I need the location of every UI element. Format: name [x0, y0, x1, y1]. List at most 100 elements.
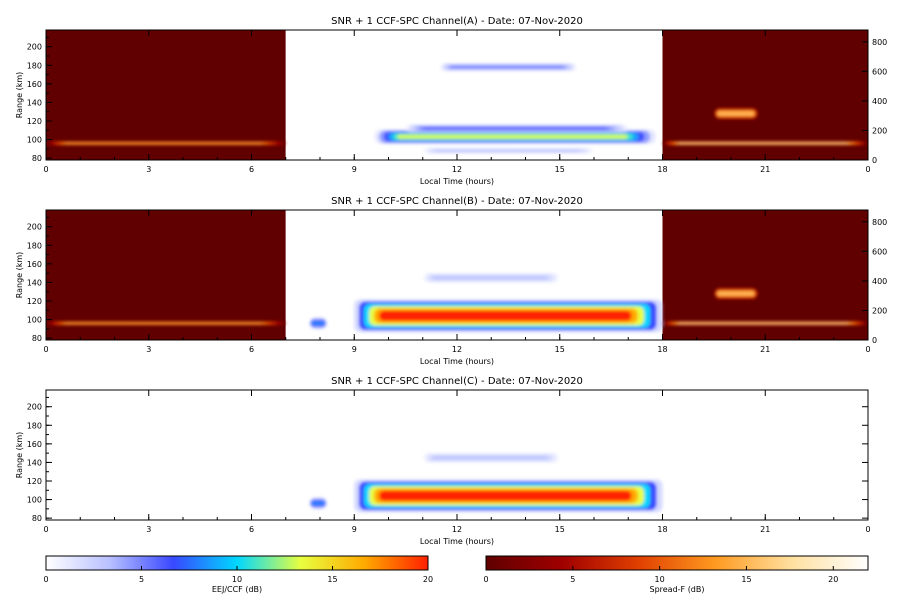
colorbar-spread-f-tick-label: 15 — [741, 575, 751, 584]
panel-c-feature-2-band-6 — [311, 501, 326, 506]
panel-b-feature-0-band-6 — [378, 310, 632, 322]
panel-a-x-tick-label: 21 — [760, 165, 770, 174]
panel-b-feature-3-band-6 — [65, 322, 262, 324]
panel-c-title: SNR + 1 CCF-SPC Channel(C) - Date: 07-No… — [331, 376, 583, 387]
colorbar-spread-f-label: Spread-F (dB) — [649, 585, 704, 594]
panel-b-y2-tick-label: 800 — [872, 218, 887, 227]
panel-a-feature-6 — [713, 107, 759, 120]
panel-b-y-label: Range (km) — [15, 252, 24, 299]
panel-a: SNR + 1 CCF-SPC Channel(A) - Date: 07-No… — [15, 16, 887, 186]
colorbar-spread-f: 0 5 10 15 20 Spread-F (dB) — [483, 555, 869, 594]
panel-c-feature-0-band-6 — [378, 490, 632, 502]
panel-a-feature-6-band-6 — [717, 111, 754, 116]
panel-b-feature-4-band-6 — [678, 322, 848, 324]
panel-a-y2-tick-label: 600 — [872, 67, 887, 76]
colorbar-eej-tick-label: 0 — [43, 575, 48, 584]
panel-c-x-tick-label: 0 — [43, 525, 48, 534]
panel-a-x-tick-label: 15 — [555, 165, 565, 174]
colorbar-spread-f-tick-label: 5 — [570, 575, 575, 584]
colorbar-spread-f-tick-label: 0 — [483, 575, 488, 584]
panel-b-x-tick-label: 0 — [43, 345, 48, 354]
panel-c-feature-0 — [354, 479, 663, 513]
panel-c-x-tick-label: 21 — [760, 525, 770, 534]
panel-a-feature-3-band-6 — [450, 65, 564, 69]
colorbar-eej: 0 5 10 15 20 EEJ/CCF (dB) — [43, 555, 433, 594]
panel-a-y-tick-label: 200 — [27, 43, 42, 52]
panel-c-y-tick-label: 200 — [27, 403, 42, 412]
panel-b-y2-ticks: 0 200 400 600 800 — [862, 218, 887, 345]
panel-b-x-tick-label: 21 — [760, 345, 770, 354]
panel-a-regions — [46, 30, 868, 160]
panel-a-y2-tick-label: 0 — [872, 156, 877, 165]
panel-b-region-spread-f — [662, 210, 868, 340]
panel-a-feature-0-band-6 — [397, 134, 628, 140]
panel-c-y-tick-label: 80 — [32, 514, 42, 523]
colorbar-eej-tick-label: 5 — [139, 575, 144, 584]
panel-a-x-tick-label: 3 — [146, 165, 151, 174]
panel-c-plot — [285, 390, 663, 520]
colorbar-eej-label: EEJ/CCF (dB) — [212, 585, 262, 594]
panel-a-x-label: Local Time (hours) — [420, 177, 494, 186]
panel-c-feature-2 — [309, 497, 327, 510]
panel-b-x-tick-label: 9 — [352, 345, 357, 354]
panel-b-x-tick-label: 3 — [146, 345, 151, 354]
panel-b-y-tick-label: 80 — [32, 334, 42, 343]
panel-a-y2-ticks: 0 200 400 600 800 — [862, 38, 887, 165]
panel-b-feature-4 — [662, 321, 868, 326]
panel-a-x-tick-label: 0 — [865, 165, 870, 174]
colorbar-spread-f-bar — [485, 555, 869, 571]
colorbar-eej-tick-label: 20 — [423, 575, 433, 584]
panel-b-feature-2 — [309, 317, 327, 330]
panel-c-y-tick-label: 100 — [27, 496, 42, 505]
panel-a-x-ticks: 0 3 6 9 12 15 18 21 0 — [43, 30, 871, 174]
panel-b-region-spread-f — [46, 210, 286, 340]
panel-a-feature-0 — [374, 129, 656, 144]
panel-a-y-tick-label: 140 — [27, 98, 42, 107]
panel-a-feature-4 — [46, 141, 286, 146]
panel-c-x-tick-label: 9 — [352, 525, 357, 534]
panel-a-x-tick-label: 0 — [43, 165, 48, 174]
panel-c-feature-1-band-6 — [433, 456, 547, 460]
panel-b-y-tick-label: 160 — [27, 260, 42, 269]
panel-c-x-tick-label: 18 — [657, 525, 667, 534]
panel-a-y-label: Range (km) — [15, 72, 24, 119]
panel-c-x-label: Local Time (hours) — [420, 537, 494, 546]
panel-c-y-tick-label: 160 — [27, 440, 42, 449]
panel-b-y-tick-label: 200 — [27, 223, 42, 232]
panel-c: SNR + 1 CCF-SPC Channel(C) - Date: 07-No… — [15, 376, 871, 546]
panel-a-feature-4-band-6 — [65, 142, 262, 144]
colorbar-eej-ticks: 0 5 10 15 20 — [43, 566, 433, 584]
panel-a-region-spread-f — [46, 30, 286, 160]
panel-a-feature-2 — [422, 147, 594, 154]
panel-a-feature-5 — [662, 141, 868, 146]
panel-b-y-ticks: 80 100 120 140 160 180 200 — [27, 216, 52, 343]
panel-c-y-tick-label: 180 — [27, 421, 42, 430]
panel-c-x-tick-label: 3 — [146, 525, 151, 534]
panel-b-plot — [46, 210, 868, 340]
panel-b-y2-tick-label: 400 — [872, 277, 887, 286]
panel-c-x-tick-label: 0 — [865, 525, 870, 534]
panel-a-x-tick-label: 12 — [452, 165, 462, 174]
panel-a-features — [46, 63, 868, 154]
panel-b-y-tick-label: 140 — [27, 278, 42, 287]
panel-a-title: SNR + 1 CCF-SPC Channel(A) - Date: 07-No… — [331, 16, 583, 27]
panel-b-x-tick-label: 12 — [452, 345, 462, 354]
panel-b-feature-5-band-6 — [717, 291, 754, 296]
panel-a-x-tick-label: 18 — [657, 165, 667, 174]
panel-a-feature-1-band-6 — [423, 127, 606, 130]
colorbar-spread-f-tick-label: 20 — [828, 575, 838, 584]
colorbar-eej-tick-label: 10 — [232, 575, 242, 584]
panel-b-feature-3 — [46, 321, 286, 326]
panel-c-y-ticks: 80 100 120 140 160 180 200 — [27, 396, 52, 523]
panel-a-y-tick-label: 120 — [27, 117, 42, 126]
panel-a-y2-tick-label: 200 — [872, 126, 887, 135]
panel-b-feature-0 — [354, 299, 663, 333]
panel-a-y-tick-label: 80 — [32, 154, 42, 163]
panel-b-features — [46, 272, 868, 333]
panel-a-x-tick-label: 6 — [249, 165, 254, 174]
panel-a-y2-tick-label: 400 — [872, 97, 887, 106]
panel-b-x-label: Local Time (hours) — [420, 357, 494, 366]
panel-c-y-tick-label: 140 — [27, 458, 42, 467]
panel-a-feature-2-band-6 — [436, 149, 577, 152]
panel-a-y-ticks: 80 100 120 140 160 180 200 — [27, 36, 52, 163]
